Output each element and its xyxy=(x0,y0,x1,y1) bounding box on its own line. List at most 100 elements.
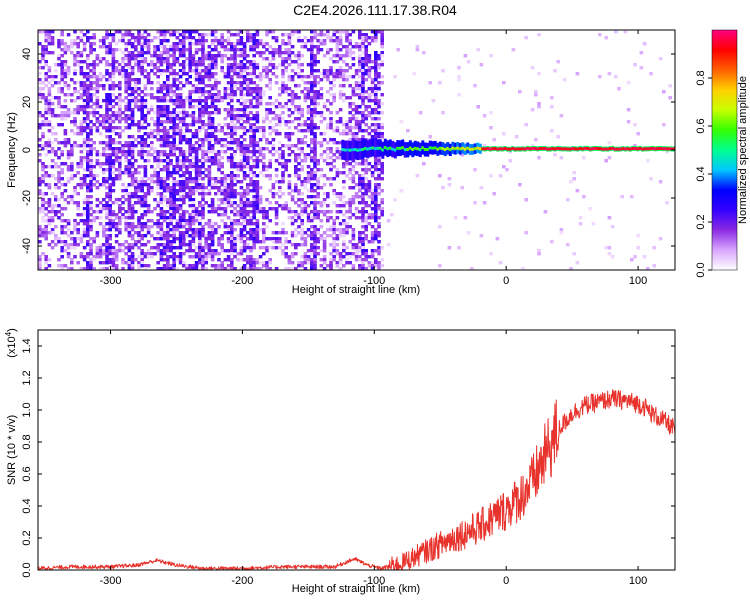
spectrogram-cell xyxy=(268,237,272,241)
spectrogram-cell xyxy=(153,45,157,49)
spectrogram-cell xyxy=(287,186,292,190)
spectrogram-cell xyxy=(41,174,45,178)
spectrogram-cell xyxy=(124,150,128,154)
spectrogram-cell xyxy=(108,210,112,214)
spectrogram-cell xyxy=(102,36,106,40)
spectrogram-cell xyxy=(182,48,186,52)
spectrogram-cell xyxy=(137,198,141,202)
spectrogram-cell xyxy=(322,198,327,202)
spectrogram-cell xyxy=(550,105,554,109)
spectrogram-cell xyxy=(127,144,132,148)
spectrogram-cell xyxy=(338,93,343,97)
spectrogram-cell xyxy=(313,78,317,82)
spectrogram-cell xyxy=(66,195,71,199)
spectrogram-cell xyxy=(284,42,288,46)
spectrogram-cell xyxy=(108,234,112,238)
spectrogram-cell xyxy=(201,162,205,166)
spectrogram-cell xyxy=(239,234,244,238)
spectrogram-cell xyxy=(223,207,228,211)
spectrogram-cell xyxy=(188,243,192,247)
spectrogram-cell xyxy=(316,186,320,190)
spectrogram-cell xyxy=(210,84,215,88)
spectrogram-cell xyxy=(182,51,186,55)
spectrogram-cell xyxy=(374,33,378,37)
spectrogram-cell xyxy=(284,51,288,55)
spectrogram-cell xyxy=(54,63,58,67)
spectrogram-cell xyxy=(364,57,368,61)
spectrogram-cell xyxy=(319,111,324,115)
spectrogram-cell xyxy=(153,147,157,151)
spectrogram-cell xyxy=(284,231,288,235)
spectrogram-cell xyxy=(354,162,359,166)
spectrogram-cell xyxy=(345,39,349,43)
spectrogram-cell xyxy=(249,204,253,208)
spectrogram-cell xyxy=(322,159,327,163)
spectrogram-cell xyxy=(297,177,301,181)
spectrogram-cell xyxy=(54,114,58,118)
spectrogram-cell xyxy=(358,30,362,34)
spectrogram-cell xyxy=(210,105,215,109)
spectrogram-cell xyxy=(310,252,314,256)
spectrogram-cell xyxy=(166,57,170,61)
spectrogram-cell xyxy=(319,120,324,124)
spectrogram-cell xyxy=(166,90,170,94)
spectrogram-cell xyxy=(329,261,333,265)
spectrogram-cell xyxy=(233,183,237,187)
spectrogram-cell xyxy=(194,171,199,175)
spectrogram-cell xyxy=(162,96,167,100)
spectrogram-cell xyxy=(326,192,330,196)
spectrogram-cell xyxy=(262,264,266,268)
spectrogram-cell xyxy=(287,216,292,220)
spectrogram-cell xyxy=(188,60,192,64)
spectrogram-cell xyxy=(73,120,77,124)
spectrogram-cell xyxy=(258,72,263,76)
spectrogram-cell xyxy=(367,186,372,190)
spectrogram-cell xyxy=(38,78,42,82)
spectrogram-cell xyxy=(322,42,327,46)
spectrogram-cell xyxy=(166,120,170,124)
spectrogram-cell xyxy=(374,123,378,127)
spectrogram-cell xyxy=(569,180,573,184)
spectrogram-cell xyxy=(130,120,135,124)
spectrogram-cell xyxy=(127,213,132,217)
spectrogram-cell xyxy=(294,54,298,58)
spectrogram-cell xyxy=(207,147,212,151)
spectrogram-cell xyxy=(217,108,221,112)
spectrogram-cell xyxy=(252,222,256,226)
spectrogram-cell xyxy=(338,141,343,145)
spectrogram-cell xyxy=(374,132,378,136)
spectrogram-cell xyxy=(204,39,208,43)
spectrogram-cell xyxy=(108,156,112,160)
spectrogram-cell xyxy=(246,255,250,259)
spectrogram-cell xyxy=(57,156,61,160)
spectrogram-cell xyxy=(79,162,84,166)
spectrogram-cell xyxy=(50,204,55,208)
spectrogram-cell xyxy=(134,48,138,52)
spectrogram-cell xyxy=(98,243,103,247)
spectrogram-cell xyxy=(92,108,96,112)
spectrogram-cell xyxy=(146,231,151,235)
spectrogram-cell xyxy=(114,201,119,205)
spectrogram-cell xyxy=(262,231,266,235)
spectrogram-cell xyxy=(105,111,109,115)
spectrogram-cell xyxy=(518,90,522,94)
spectrogram-cell xyxy=(329,102,333,106)
spectrogram-cell xyxy=(89,132,93,136)
spectrogram-cell xyxy=(271,51,276,55)
spectrogram-cell xyxy=(530,66,535,70)
spectrogram-cell xyxy=(204,108,208,112)
spectrogram-cell xyxy=(310,237,314,241)
spectrogram-cell xyxy=(140,258,144,262)
spectrogram-cell xyxy=(361,192,365,196)
spectrogram-cell xyxy=(54,204,58,208)
spectrogram-cell xyxy=(358,162,362,166)
spectrogram-cell xyxy=(329,72,333,76)
spectrogram-cell xyxy=(134,123,138,127)
spectrogram-cell xyxy=(76,261,80,265)
spectrogram-cell xyxy=(194,30,199,34)
spectrogram-cell xyxy=(354,69,359,73)
spectrogram-cell xyxy=(380,60,384,64)
spectrogram-cell xyxy=(60,111,64,115)
spectrogram-cell xyxy=(95,102,100,106)
spectrogram-cell xyxy=(303,156,308,160)
